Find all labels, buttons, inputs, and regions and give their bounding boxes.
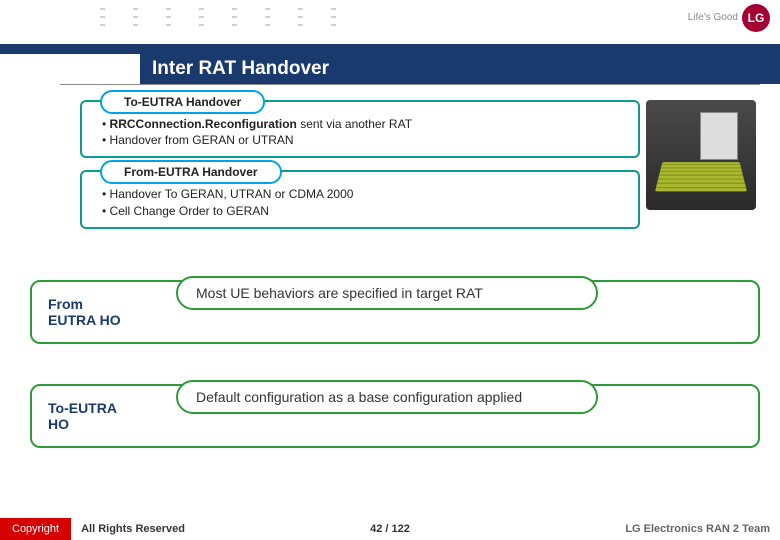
callout-pill: Default configuration as a base configur… [176,380,598,414]
section-body: • Handover To GERAN, UTRAN or CDMA 2000 … [102,186,628,218]
slide-footer: Copyright All Rights Reserved 42 / 122 L… [0,518,780,540]
header-band [0,44,780,54]
section-label: To-EUTRA Handover [100,90,265,114]
section-label: From-EUTRA Handover [100,160,282,184]
brand-logo: Life's Good LG [688,4,770,32]
team-label: LG Electronics RAN 2 Team [625,523,770,535]
rights-text: All Rights Reserved [81,523,185,535]
section-body: • RRCConnection.Reconfiguration sent via… [102,116,628,148]
logo-mark: LG [742,4,770,32]
callout-to-eutra-ho: To-EUTRA HO Default configuration as a b… [30,384,760,448]
page-indicator: 42 / 122 [370,523,410,535]
callout-from-eutra-ho: From EUTRA HO Most UE behaviors are spec… [30,280,760,344]
decorative-dot-grid [100,8,336,26]
logo-tagline: Life's Good [688,13,738,23]
section-to-eutra: To-EUTRA Handover • RRCConnection.Reconf… [80,100,640,158]
slide-title: Inter RAT Handover [140,54,780,84]
callout-label: From EUTRA HO [44,294,125,330]
callout-pill: Most UE behaviors are specified in targe… [176,276,598,310]
section-from-eutra: From-EUTRA Handover • Handover To GERAN,… [80,170,640,228]
callout-label: To-EUTRA HO [44,398,121,434]
title-underline [60,84,760,85]
copyright-badge: Copyright [0,518,71,540]
